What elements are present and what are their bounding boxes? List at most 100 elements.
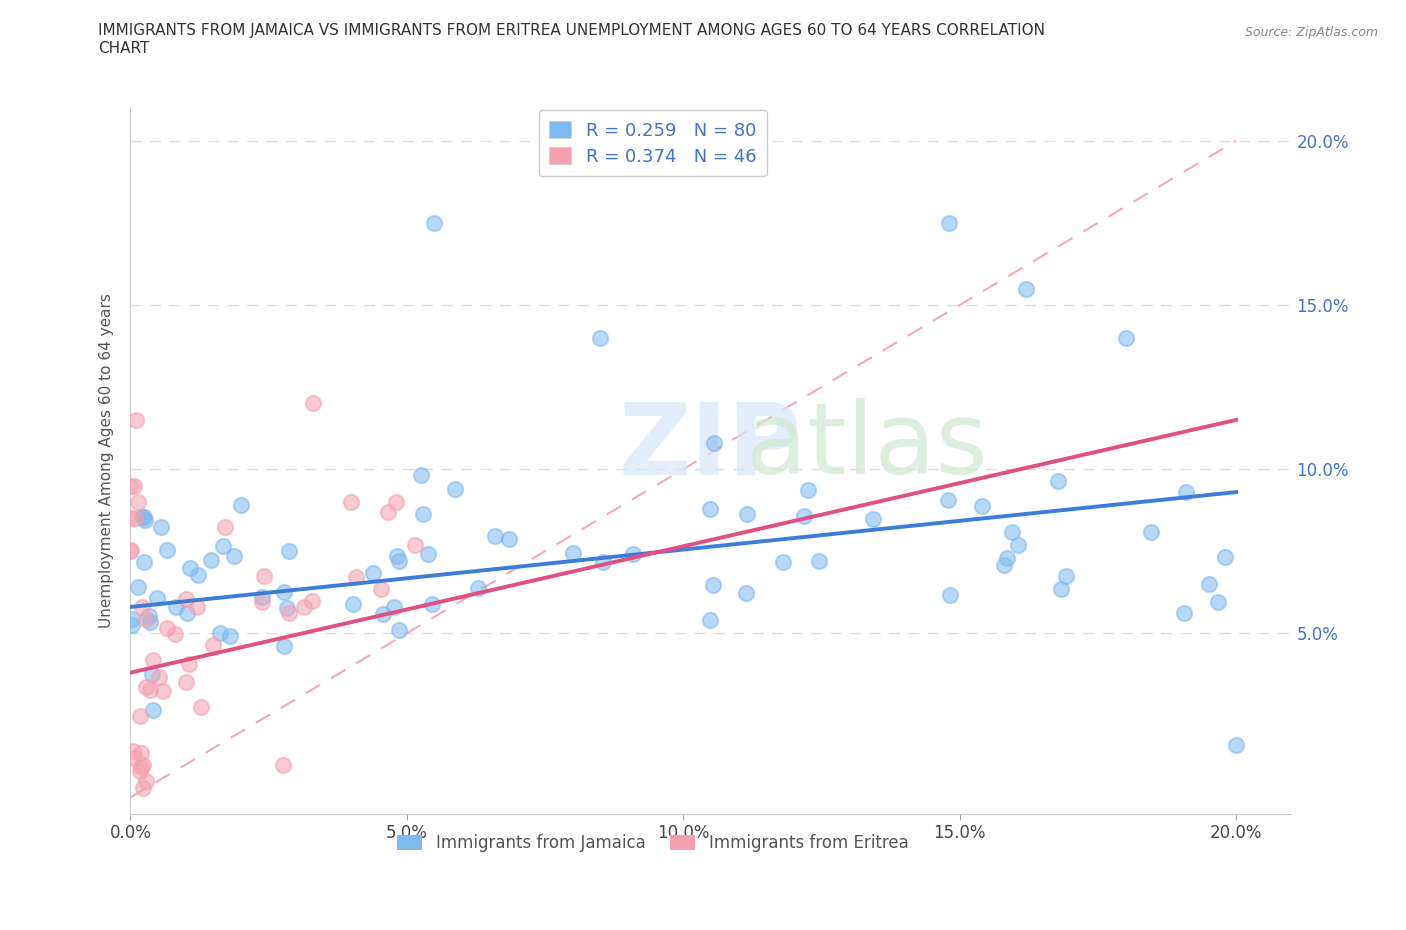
Point (278, 605, 301, 620)
Point (131, 510, 153, 525)
Point (201, 638, 224, 653)
Point (124, 751, 146, 765)
Point (370, 581, 392, 596)
Point (342, 597, 364, 612)
Point (936, 493, 959, 508)
Point (146, 591, 169, 605)
Y-axis label: Unemployment Among Ages 60 to 64 years: Unemployment Among Ages 60 to 64 years (100, 294, 114, 629)
Point (121, 612, 143, 627)
Point (995, 551, 1018, 565)
Point (131, 760, 153, 775)
Point (200, 552, 222, 567)
Point (423, 216, 446, 231)
Point (152, 684, 174, 699)
Point (120, 511, 142, 525)
Point (972, 498, 994, 513)
Point (562, 546, 585, 561)
Point (132, 781, 155, 796)
Point (443, 482, 465, 497)
Point (1173, 605, 1195, 620)
Point (219, 629, 242, 644)
Point (467, 580, 489, 595)
Point (702, 578, 724, 592)
Point (1174, 485, 1197, 499)
Point (179, 658, 201, 672)
Text: IMMIGRANTS FROM JAMAICA VS IMMIGRANTS FROM ERITREA UNEMPLOYMENT AMONG AGES 60 TO: IMMIGRANTS FROM JAMAICA VS IMMIGRANTS FR… (98, 23, 1046, 56)
Point (498, 532, 520, 547)
Point (735, 507, 758, 522)
Point (165, 627, 187, 642)
Point (377, 505, 399, 520)
Point (278, 543, 301, 558)
Point (387, 549, 409, 564)
Point (1047, 474, 1070, 489)
Point (179, 561, 201, 576)
Text: atlas: atlas (745, 398, 987, 496)
Point (138, 609, 160, 624)
Point (176, 591, 198, 606)
Point (388, 623, 411, 638)
Point (361, 565, 384, 580)
Point (252, 594, 274, 609)
Point (135, 611, 157, 626)
Point (222, 549, 245, 564)
Point (131, 600, 153, 615)
Point (735, 586, 758, 601)
Legend: Immigrants from Jamaica, Immigrants from Eritrea: Immigrants from Jamaica, Immigrants from… (391, 827, 915, 858)
Point (412, 507, 434, 522)
Point (176, 605, 198, 620)
Point (138, 683, 160, 698)
Point (862, 512, 884, 526)
Point (121, 618, 143, 632)
Point (186, 600, 208, 615)
Point (135, 679, 157, 694)
Point (1139, 525, 1161, 539)
Point (703, 435, 725, 450)
Point (125, 412, 148, 427)
Point (139, 614, 162, 629)
Point (229, 498, 252, 512)
Point (165, 599, 187, 614)
Point (129, 746, 152, 761)
Point (211, 538, 233, 553)
Point (301, 593, 323, 608)
Point (1198, 577, 1220, 591)
Point (772, 555, 794, 570)
Point (134, 554, 156, 569)
Point (187, 568, 209, 583)
Point (384, 495, 406, 510)
Point (134, 510, 156, 525)
Point (271, 757, 294, 772)
Point (387, 554, 409, 569)
Point (142, 653, 165, 668)
Point (793, 508, 815, 523)
Point (141, 667, 163, 682)
Point (214, 519, 236, 534)
Point (120, 478, 142, 493)
Point (250, 590, 273, 604)
Point (411, 468, 433, 483)
Point (1001, 525, 1024, 539)
Point (621, 546, 644, 561)
Point (993, 557, 1015, 572)
Point (371, 607, 394, 622)
Point (344, 569, 367, 584)
Text: ZIP: ZIP (619, 398, 801, 496)
Point (1115, 330, 1137, 345)
Point (127, 495, 149, 510)
Point (807, 553, 830, 568)
Text: Source: ZipAtlas.com: Source: ZipAtlas.com (1244, 26, 1378, 39)
Point (273, 638, 295, 653)
Point (340, 495, 363, 510)
Point (142, 702, 165, 717)
Point (131, 757, 153, 772)
Point (276, 601, 298, 616)
Point (209, 625, 232, 640)
Point (127, 579, 149, 594)
Point (939, 588, 962, 603)
Point (190, 700, 212, 715)
Point (253, 569, 276, 584)
Point (292, 600, 315, 615)
Point (589, 330, 612, 345)
Point (382, 599, 405, 614)
